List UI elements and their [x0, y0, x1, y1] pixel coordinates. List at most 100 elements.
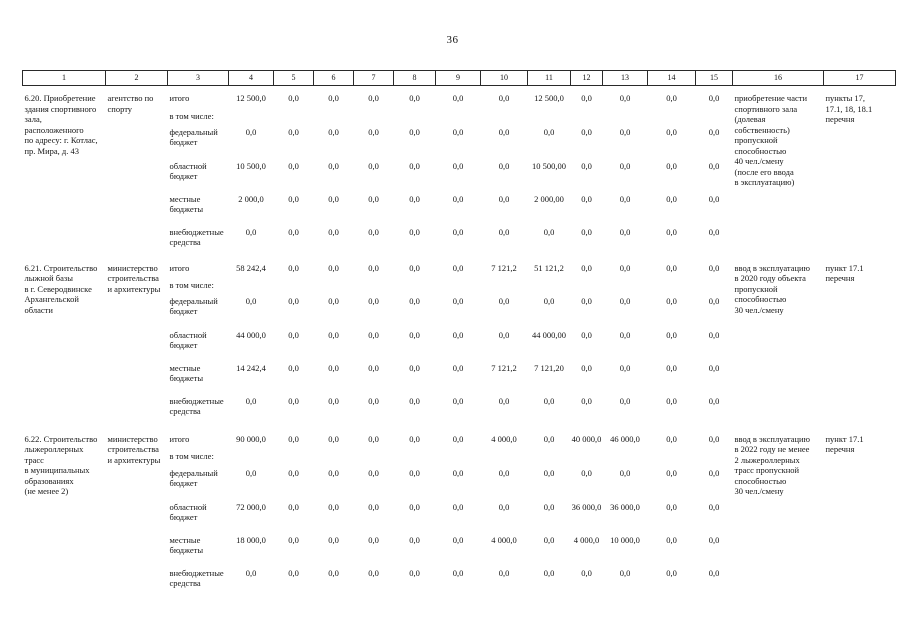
budget-level-cell: в том числе: — [169, 279, 214, 290]
column-number-header: 13 — [602, 70, 648, 86]
column-number-header: 7 — [353, 70, 394, 86]
column-number-header: 15 — [695, 70, 733, 86]
table-row: внебюджетные средства 0,0 0,0 0,0 0,0 0,0 0,0 0… — [23, 227, 896, 263]
value-cell: 0,0 — [543, 395, 555, 406]
value-cell: 0,0 — [543, 126, 555, 137]
executor-cell: министерство строительства и архитектуры — [107, 262, 161, 294]
table-row: в том числе: — [23, 280, 896, 296]
value-cell: 0,0 — [368, 295, 379, 306]
budget-level-cell: итого — [169, 93, 190, 103]
value-cell: 0,0 — [288, 567, 299, 578]
value-cell: 0,0 — [328, 226, 339, 237]
value-cell: 0,0 — [368, 160, 379, 171]
empty-cell — [436, 111, 481, 127]
value-cell: 0,0 — [619, 226, 631, 237]
value-cell: 0,0 — [452, 329, 464, 340]
value-cell: 0,0 — [581, 160, 592, 171]
value-cell: 36 000,0 — [610, 501, 640, 512]
value-cell: 0,0 — [708, 433, 720, 444]
value-cell: 51 121,2 — [534, 262, 564, 273]
value-cell: 0,0 — [452, 193, 464, 204]
empty-cell — [603, 280, 648, 296]
value-cell: 0,0 — [543, 433, 555, 444]
value-cell: 7 121,20 — [534, 362, 564, 373]
value-cell: 0,0 — [708, 226, 720, 237]
value-cell: 0,0 — [543, 226, 555, 237]
value-cell: 0,0 — [409, 193, 420, 204]
value-cell: 0,0 — [666, 567, 677, 578]
value-cell: 0,0 — [288, 362, 299, 373]
activity-cell: 6.21. Строительство лыжной базы в г. Сев… — [24, 262, 98, 315]
value-cell: 0,0 — [498, 295, 510, 306]
value-cell: 0,0 — [498, 160, 510, 171]
budget-level-cell: в том числе: — [169, 450, 214, 461]
empty-cell — [481, 280, 528, 296]
value-cell: 0,0 — [708, 362, 720, 373]
value-cell: 0,0 — [328, 329, 339, 340]
value-cell: 0,0 — [288, 467, 299, 478]
empty-cell — [648, 280, 696, 296]
value-cell: 0,0 — [328, 193, 339, 204]
value-cell: 0,0 — [452, 433, 464, 444]
value-cell: 0,0 — [452, 126, 464, 137]
empty-cell — [696, 280, 733, 296]
table-row: внебюджетные средства 0,0 0,0 0,0 0,0 0,0 0,0 0… — [23, 568, 896, 593]
activity-cell: 6.20. Приобретение здания спортивного за… — [24, 93, 98, 156]
value-cell: 0,0 — [666, 534, 677, 545]
value-cell: 0,0 — [288, 395, 299, 406]
empty-cell — [696, 111, 733, 127]
value-cell: 0,0 — [452, 226, 464, 237]
value-cell: 0,0 — [409, 362, 420, 373]
budget-level-cell: областной бюджет — [169, 501, 207, 523]
column-number-header: 17 — [823, 70, 896, 86]
value-cell: 0,0 — [666, 433, 677, 444]
value-cell: 0,0 — [619, 567, 631, 578]
value-cell: 0,0 — [581, 467, 592, 478]
reference-cell: пункт 17.1 перечня — [825, 262, 864, 284]
empty-cell — [571, 280, 603, 296]
value-cell: 0,0 — [543, 567, 555, 578]
empty-cell — [571, 451, 603, 468]
value-cell: 44 000,0 — [236, 329, 266, 340]
empty-cell — [314, 280, 354, 296]
reference-cell: пункты 17, 17.1, 18, 18.1 перечня — [825, 93, 873, 124]
column-number-header: 8 — [393, 70, 436, 86]
reference-cell: пункт 17.1 перечня — [825, 433, 864, 455]
value-cell: 0,0 — [498, 93, 510, 103]
empty-cell — [314, 111, 354, 127]
value-cell: 0,0 — [288, 193, 299, 204]
value-cell: 0,0 — [328, 567, 339, 578]
value-cell: 0,0 — [368, 93, 379, 103]
value-cell: 0,0 — [452, 501, 464, 512]
value-cell: 4 000,0 — [491, 433, 517, 444]
value-cell: 10 000,0 — [610, 534, 640, 545]
empty-cell — [436, 280, 481, 296]
value-cell: 0,0 — [452, 395, 464, 406]
budget-level-cell: итого — [169, 433, 190, 444]
empty-cell — [394, 451, 436, 468]
table-row: 6.21. Строительство лыжной базы в г. Сев… — [23, 262, 896, 315]
value-cell: 0,0 — [452, 93, 464, 103]
value-cell: 0,0 — [581, 126, 592, 137]
value-cell: 0,0 — [288, 534, 299, 545]
value-cell: 0,0 — [708, 395, 720, 406]
budget-level-cell: в том числе: — [169, 110, 214, 121]
value-cell: 0,0 — [708, 93, 720, 103]
empty-cell — [571, 111, 603, 127]
result-cell: ввод в эксплуатацию в 2020 году объекта … — [734, 262, 810, 315]
value-cell: 0,0 — [543, 295, 555, 306]
empty-cell — [354, 111, 394, 127]
value-cell: 0,0 — [581, 295, 592, 306]
value-cell: 0,0 — [708, 295, 720, 306]
value-cell: 0,0 — [328, 395, 339, 406]
value-cell: 0,0 — [328, 467, 339, 478]
table-row: в том числе: — [23, 451, 896, 468]
empty-cell — [528, 280, 571, 296]
value-cell: 0,0 — [498, 126, 510, 137]
page-number: 36 — [446, 34, 459, 46]
budget-level-cell: федеральный бюджет — [169, 467, 218, 489]
value-cell: 0,0 — [409, 433, 420, 444]
value-cell: 0,0 — [666, 193, 677, 204]
value-cell: 0,0 — [328, 93, 339, 103]
